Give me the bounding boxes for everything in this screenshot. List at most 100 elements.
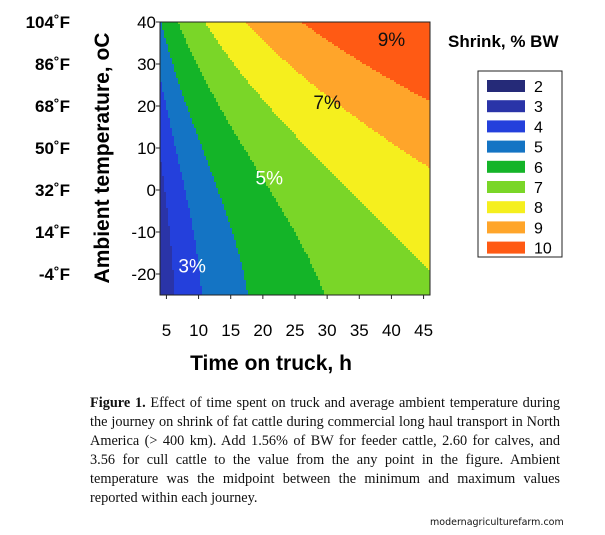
contour-band-6 [198,136,239,139]
contour-band-4 [160,126,171,129]
contour-band-5 [174,138,199,141]
contour-band-4 [166,192,187,195]
contour-band-8 [300,140,389,143]
contour-band-8 [356,196,430,199]
contour-band-7 [260,174,335,177]
contour-band-7 [226,118,281,121]
contour-band-5 [166,104,187,107]
contour-band-9 [314,84,401,87]
fahrenheit-label: -4˚F [39,265,70,284]
contour-band-8 [222,46,271,49]
contour-band-5 [166,100,185,103]
legend-swatch [487,201,525,214]
contour-band-4 [162,170,181,173]
contour-band-5 [198,264,243,267]
contour-band-5 [160,60,173,63]
contour-band-4 [160,150,177,153]
contour-band-8 [224,50,275,53]
contour-band-3 [160,172,163,175]
contour-band-4 [160,100,167,103]
contour-band-5 [168,110,189,113]
contour-band-10 [372,68,430,71]
contour-band-6 [188,106,221,109]
contour-band-4 [170,230,195,233]
contour-band-4 [160,86,163,89]
contour-band-7 [198,64,235,67]
contour-band-5 [202,286,247,289]
contour-band-8 [332,172,430,175]
contour-band-8 [278,116,357,119]
contour-band-6 [166,40,187,43]
contour-band-10 [370,66,430,69]
contour-band-5 [160,30,165,33]
contour-band-7 [194,58,231,61]
contour-band-9 [306,78,391,81]
contour-band-7 [204,78,247,81]
contour-band-7 [290,224,385,227]
contour-band-6 [218,190,271,193]
contour-band-6 [216,186,269,189]
contour-band-6 [240,256,309,259]
contour-band-6 [182,90,211,93]
contour-band-8 [294,132,379,135]
contour-band-6 [224,206,281,209]
contour-band-5 [160,46,169,49]
contour-band-5 [184,182,217,185]
contour-band-4 [160,110,169,113]
contour-band-5 [162,84,181,87]
contour-band-5 [160,36,165,39]
contour-band-5 [164,94,183,97]
contour-band-6 [248,292,325,295]
contour-band-4 [172,262,199,265]
contour-band-7 [288,218,379,221]
contour-band-5 [198,256,241,259]
contour-band-3 [160,180,165,183]
contour-band-8 [268,104,339,107]
contour-band-3 [160,200,167,203]
contour-band-4 [160,160,179,163]
contour-band-8 [412,252,430,255]
contour-band-7 [220,108,273,111]
contour-band-8 [360,200,430,203]
contour-band-4 [160,112,169,115]
contour-band-3 [160,260,173,263]
contour-band-9 [254,30,315,33]
contour-band-4 [174,282,201,285]
contour-band-5 [194,232,233,235]
contour-band-7 [270,190,351,193]
contour-band-3 [160,240,171,243]
contour-band-7 [310,258,419,261]
contour-band-9 [422,162,430,165]
contour-band-7 [320,284,430,287]
contour-band-4 [162,168,181,171]
contour-band-7 [264,180,341,183]
contour-band-9 [368,126,430,129]
contour-band-5 [194,236,235,239]
contour-band-7 [200,70,241,73]
contour-band-7 [238,136,297,139]
contour-band-7 [238,138,299,141]
contour-band-9 [364,122,430,125]
contour-band-4 [170,240,197,243]
contour-band-5 [160,24,163,27]
contour-band-4 [162,174,183,177]
contour-band-8 [338,178,430,181]
contour-band-8 [344,184,430,187]
contour-band-8 [218,40,265,43]
contour-band-5 [160,28,163,31]
contour-band-4 [172,248,197,251]
contour-band-4 [170,234,195,237]
contour-band-5 [170,126,195,129]
contour-band-8 [424,264,430,267]
contour-band-4 [160,104,167,107]
contour-band-4 [160,156,179,159]
contour-band-8 [346,186,430,189]
contour-band-7 [306,252,413,255]
contour-band-7 [232,128,291,131]
contour-band-5 [198,258,241,261]
contour-band-6 [180,84,209,87]
contour-band-10 [338,46,430,49]
contour-band-5 [200,278,245,281]
contour-band-4 [172,268,201,271]
contour-band-8 [296,136,385,139]
